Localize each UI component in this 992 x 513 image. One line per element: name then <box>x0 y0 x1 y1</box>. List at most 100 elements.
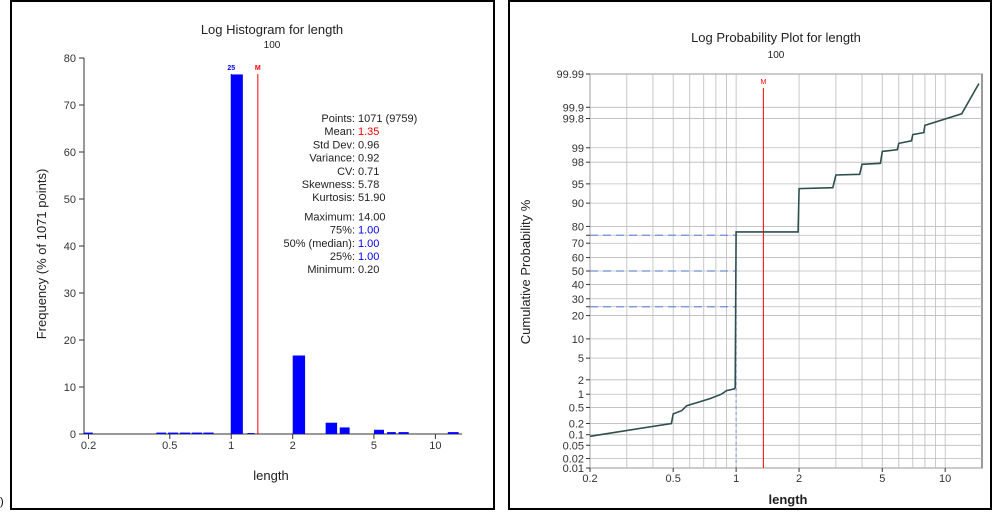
probability-y-tick-label: 30 <box>572 294 584 306</box>
probability-y-tick-label: 95 <box>572 179 584 191</box>
histogram-y-tick-label: 30 <box>64 288 76 300</box>
histogram-bar <box>247 433 255 434</box>
cumulative-probability-line <box>589 83 980 438</box>
probability-y-tick-label: 0.02 <box>563 454 584 466</box>
probability-y-tick-label: 0.1 <box>569 430 584 442</box>
probability-y-tick-label: 20 <box>572 311 584 323</box>
edge-fragment-text: ) <box>0 496 4 508</box>
probability-y-tick-label: 90 <box>572 198 584 210</box>
probability-y-tick-label: 10 <box>572 334 584 346</box>
histogram-x-tick-label: 10 <box>429 440 441 452</box>
probability-y-tick-label: 70 <box>572 238 584 250</box>
stat-label: Points: <box>321 113 355 125</box>
probability-y-tick-label: 60 <box>572 253 584 265</box>
probability-y-tick-label: 98 <box>572 157 584 169</box>
histogram-y-tick-label: 50 <box>64 194 76 206</box>
stat-label: Variance: <box>309 153 355 165</box>
stat-label: Mean: <box>324 126 355 138</box>
probability-x-tick-label: 0.5 <box>666 473 681 485</box>
probability-y-tick-label: 0.2 <box>569 418 584 430</box>
histogram-bar <box>191 432 203 434</box>
probability-y-tick-label: 5 <box>578 353 584 365</box>
stat-value: 1071 (9759) <box>358 113 417 125</box>
histogram-bar <box>325 422 338 434</box>
probability-y-tick-label: 99.8 <box>563 114 584 126</box>
stat-label: CV: <box>337 166 355 178</box>
histogram-y-tick-label: 20 <box>64 335 76 347</box>
histogram-bar <box>179 432 191 434</box>
stat-value: 0.96 <box>358 139 379 151</box>
stat-label: Maximum: <box>304 211 355 223</box>
histogram-x-tick-label: 5 <box>371 440 377 452</box>
histogram-x-tick-label: 2 <box>290 440 296 452</box>
histogram-title: Log Histogram for length <box>201 22 343 37</box>
histogram-y-axis-label: Frequency (% of 1071 points) <box>34 169 49 340</box>
histogram-bar <box>84 432 93 434</box>
probability-x-tick-label: 5 <box>879 473 885 485</box>
stat-value: 5.78 <box>358 179 379 191</box>
stat-label: 25%: <box>330 251 355 263</box>
probability-x-tick-label: 10 <box>939 473 951 485</box>
stat-label: 50% (median): <box>283 238 355 250</box>
probability-y-tick-label: 1 <box>578 389 584 401</box>
histogram-bar <box>156 432 167 434</box>
probability-y-tick-label: 0.01 <box>563 463 584 475</box>
stat-value: 51.90 <box>358 192 386 204</box>
probability-x-tick-label: 0.2 <box>582 473 597 485</box>
histogram-bar <box>387 432 396 434</box>
histogram-x-tick-label: 0.2 <box>81 440 96 452</box>
probability-y-tick-label: 0.05 <box>563 440 584 452</box>
histogram-x-tick-label: 0.5 <box>162 440 177 452</box>
histogram-bar <box>398 432 409 434</box>
histogram-bar <box>167 432 179 434</box>
stat-label: Minimum: <box>307 264 355 276</box>
probability-title: Log Probability Plot for length <box>691 30 861 45</box>
histogram-y-tick-label: 70 <box>64 100 76 112</box>
stat-label: Skewness: <box>302 179 355 191</box>
probability-x-tick-label: 1 <box>733 473 739 485</box>
stat-label: Std Dev: <box>313 139 355 151</box>
probability-panel: Log Probability Plot for length 100 leng… <box>508 0 992 510</box>
histogram-panel: Log Histogram for length 100 length Freq… <box>10 0 495 510</box>
histogram-y-tick-label: 80 <box>64 53 76 65</box>
probability-y-axis-label: Cumulative Probability % <box>518 199 533 344</box>
probability-y-tick-label: 80 <box>572 221 584 233</box>
probability-y-tick-label: 0.5 <box>569 402 584 414</box>
histogram-y-tick-label: 40 <box>64 241 76 253</box>
histogram-subtitle: 100 <box>264 40 281 51</box>
probability-y-tick-label: 50 <box>572 266 584 278</box>
probability-y-tick-label: 99 <box>572 143 584 155</box>
probability-y-tick-label: 2 <box>578 375 584 387</box>
histogram-marker-label: M <box>255 65 261 72</box>
probability-subtitle: 100 <box>768 50 785 61</box>
stat-value: 0.20 <box>358 264 379 276</box>
stat-value: 0.92 <box>358 153 379 165</box>
probability-x-tick-label: 2 <box>796 473 802 485</box>
histogram-x-tick-label: 1 <box>228 440 234 452</box>
probability-plot-area: 0.010.020.050.10.20.51251020304050607080… <box>556 69 983 485</box>
histogram-x-axis-label: length <box>253 468 288 483</box>
stat-value: 1.35 <box>358 126 379 138</box>
log-probability-chart: Log Probability Plot for length 100 leng… <box>518 30 983 507</box>
stat-label: Kurtosis: <box>312 192 355 204</box>
histogram-bar <box>447 432 459 434</box>
histogram-bar <box>292 355 306 434</box>
stat-value: 0.71 <box>358 166 379 178</box>
stat-value: 1.00 <box>358 238 379 250</box>
histogram-y-tick-label: 10 <box>64 382 76 394</box>
histogram-bar <box>203 432 214 434</box>
histogram-bar <box>373 429 384 434</box>
probability-y-tick-label: 99.9 <box>563 102 584 114</box>
stat-value: 1.00 <box>358 251 379 263</box>
log-histogram-chart: Log Histogram for length 100 length Freq… <box>34 22 462 483</box>
stat-value: 14.00 <box>358 211 386 223</box>
histogram-y-tick-label: 60 <box>64 147 76 159</box>
histogram-bar <box>231 74 243 434</box>
stat-value: 1.00 <box>358 225 379 237</box>
probability-mean-label: M <box>760 79 766 86</box>
probability-y-tick-label: 40 <box>572 279 584 291</box>
probability-y-tick-label: 99.99 <box>556 69 584 81</box>
stat-label: 75%: <box>330 225 355 237</box>
histogram-bar <box>339 427 350 434</box>
